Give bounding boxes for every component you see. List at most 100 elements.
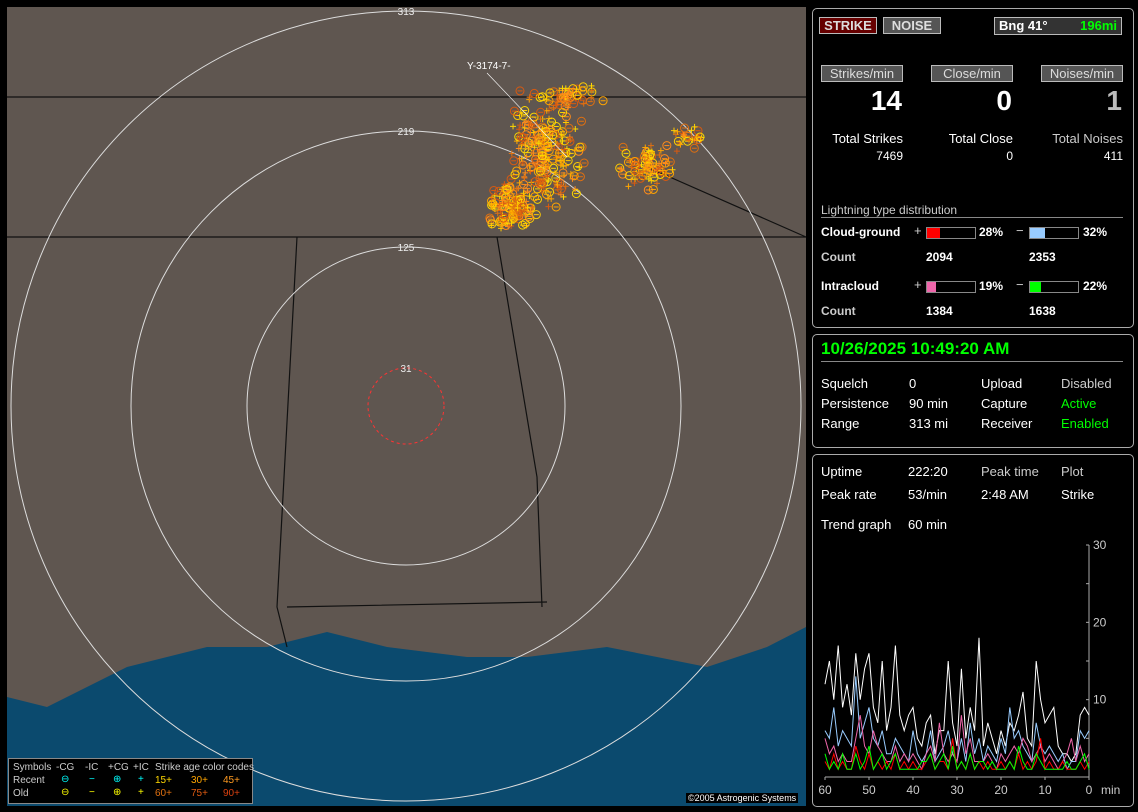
ic-label: Intracloud [821,279,880,293]
status-value: 90 min [909,396,949,411]
strike-map[interactable]: 313 219 125 31 Y-3174-7- [7,7,806,806]
strike-marker [504,191,514,201]
close-per-min-button[interactable]: Close/min [931,65,1013,82]
strike-marker [660,154,670,164]
strikes-per-min-button[interactable]: Strikes/min [821,65,903,82]
strike-marker [537,172,547,182]
range-label: 31 [400,364,412,375]
noises-per-min-button[interactable]: Noises/min [1041,65,1123,82]
strike-marker [546,125,556,135]
strike-marker [526,193,533,200]
strike-marker [657,147,664,154]
status-label: Squelch [821,376,868,391]
y-tick-label: 20 [1093,615,1107,629]
strike-marker [653,180,660,187]
strike-marker [515,86,525,96]
old-neg-cg-icon: ⊖ [61,787,70,798]
cg-pos-bar [926,227,976,239]
strike-marker [551,202,561,212]
range-ring [246,246,566,566]
peak-time-label: Peak time [981,464,1039,479]
strike-marker [536,157,546,167]
recent-pos-cg-icon: ⊕ [113,774,122,785]
age-60: 60+ [155,788,172,799]
old-neg-ic-icon: − [89,787,95,798]
strike-marker [509,208,516,215]
strike-marker [535,140,542,147]
y-tick-label: 10 [1093,693,1107,707]
strike-marker [513,111,523,121]
strike-marker [588,82,595,89]
x-tick-label: 0 [1086,783,1093,797]
strike-marker [545,177,552,184]
strike-marker [545,203,552,210]
cg-pos-pct: 28% [979,225,1004,239]
strike-marker [545,187,555,197]
strike-marker [562,183,569,190]
bar-fill [927,228,941,238]
strike-marker [576,164,583,171]
strike-marker [567,87,577,97]
trend-series-1 [824,676,1090,771]
y-tick-label: 30 [1093,538,1107,552]
strike-marker [569,171,579,181]
strike-marker [624,171,634,181]
copyright: ©2005 Astrogenic Systems [686,793,799,803]
strike-marker [647,142,654,149]
cg-neg-bar [1029,227,1079,239]
strike-marker [648,184,658,194]
ic-neg-pct: 22% [1083,279,1108,293]
ic-count-label: Count [821,304,856,318]
strike-marker [575,142,585,152]
strike-marker [618,142,628,152]
x-tick-label: 60 [818,783,832,797]
strike-marker [621,148,631,158]
age-15: 15+ [155,775,172,786]
strike-marker [636,173,646,183]
noise-button[interactable]: NOISE [883,17,941,34]
strike-marker [564,123,574,133]
strike-marker [524,188,531,195]
strike-marker [545,88,555,98]
strike-marker [516,126,523,133]
strike-marker [626,157,633,164]
strike-marker [541,189,551,199]
strike-marker [618,169,628,179]
strike-marker [554,99,561,106]
strike-marker [517,202,527,212]
strike-marker [645,176,652,183]
strike-marker [560,101,570,111]
legend-col: +CG [108,762,129,773]
strike-marker [689,143,699,153]
ic-neg-bar [1029,281,1079,293]
trend-graph: 60 50 40 30 20 10 0 min 10 20 30 [818,538,1120,797]
strike-marker [643,160,653,170]
x-tick-label: 40 [906,783,920,797]
strike-marker [529,88,539,98]
total-noises-label: Total Noises [1052,131,1123,146]
uptime: 222:20 [908,464,948,479]
strike-marker [674,128,681,135]
plot-mode[interactable]: Strike [1061,487,1095,502]
strike-marker [563,162,570,169]
strike-marker [673,148,680,155]
uptime-label: Uptime [821,464,863,479]
strike-marker [685,137,692,144]
strike-marker [537,116,544,123]
distance: 196mi [1080,18,1117,33]
status-value: 313 mi [909,416,949,431]
trend-duration[interactable]: 60 min [908,517,948,532]
strike-button[interactable]: STRIKE [819,17,877,34]
legend-symbols-label: Symbols [13,762,52,773]
strike-marker [645,147,652,154]
strike-marker [558,108,568,118]
strike-marker [530,177,540,187]
trend-series-4 [824,745,1090,771]
strike-marker [528,119,538,129]
strike-marker [527,136,537,146]
strike-marker [561,88,571,98]
strike-marker [521,119,528,126]
plot-label: Plot [1061,464,1084,479]
range-label: 313 [398,7,415,18]
strike-marker [659,167,666,174]
